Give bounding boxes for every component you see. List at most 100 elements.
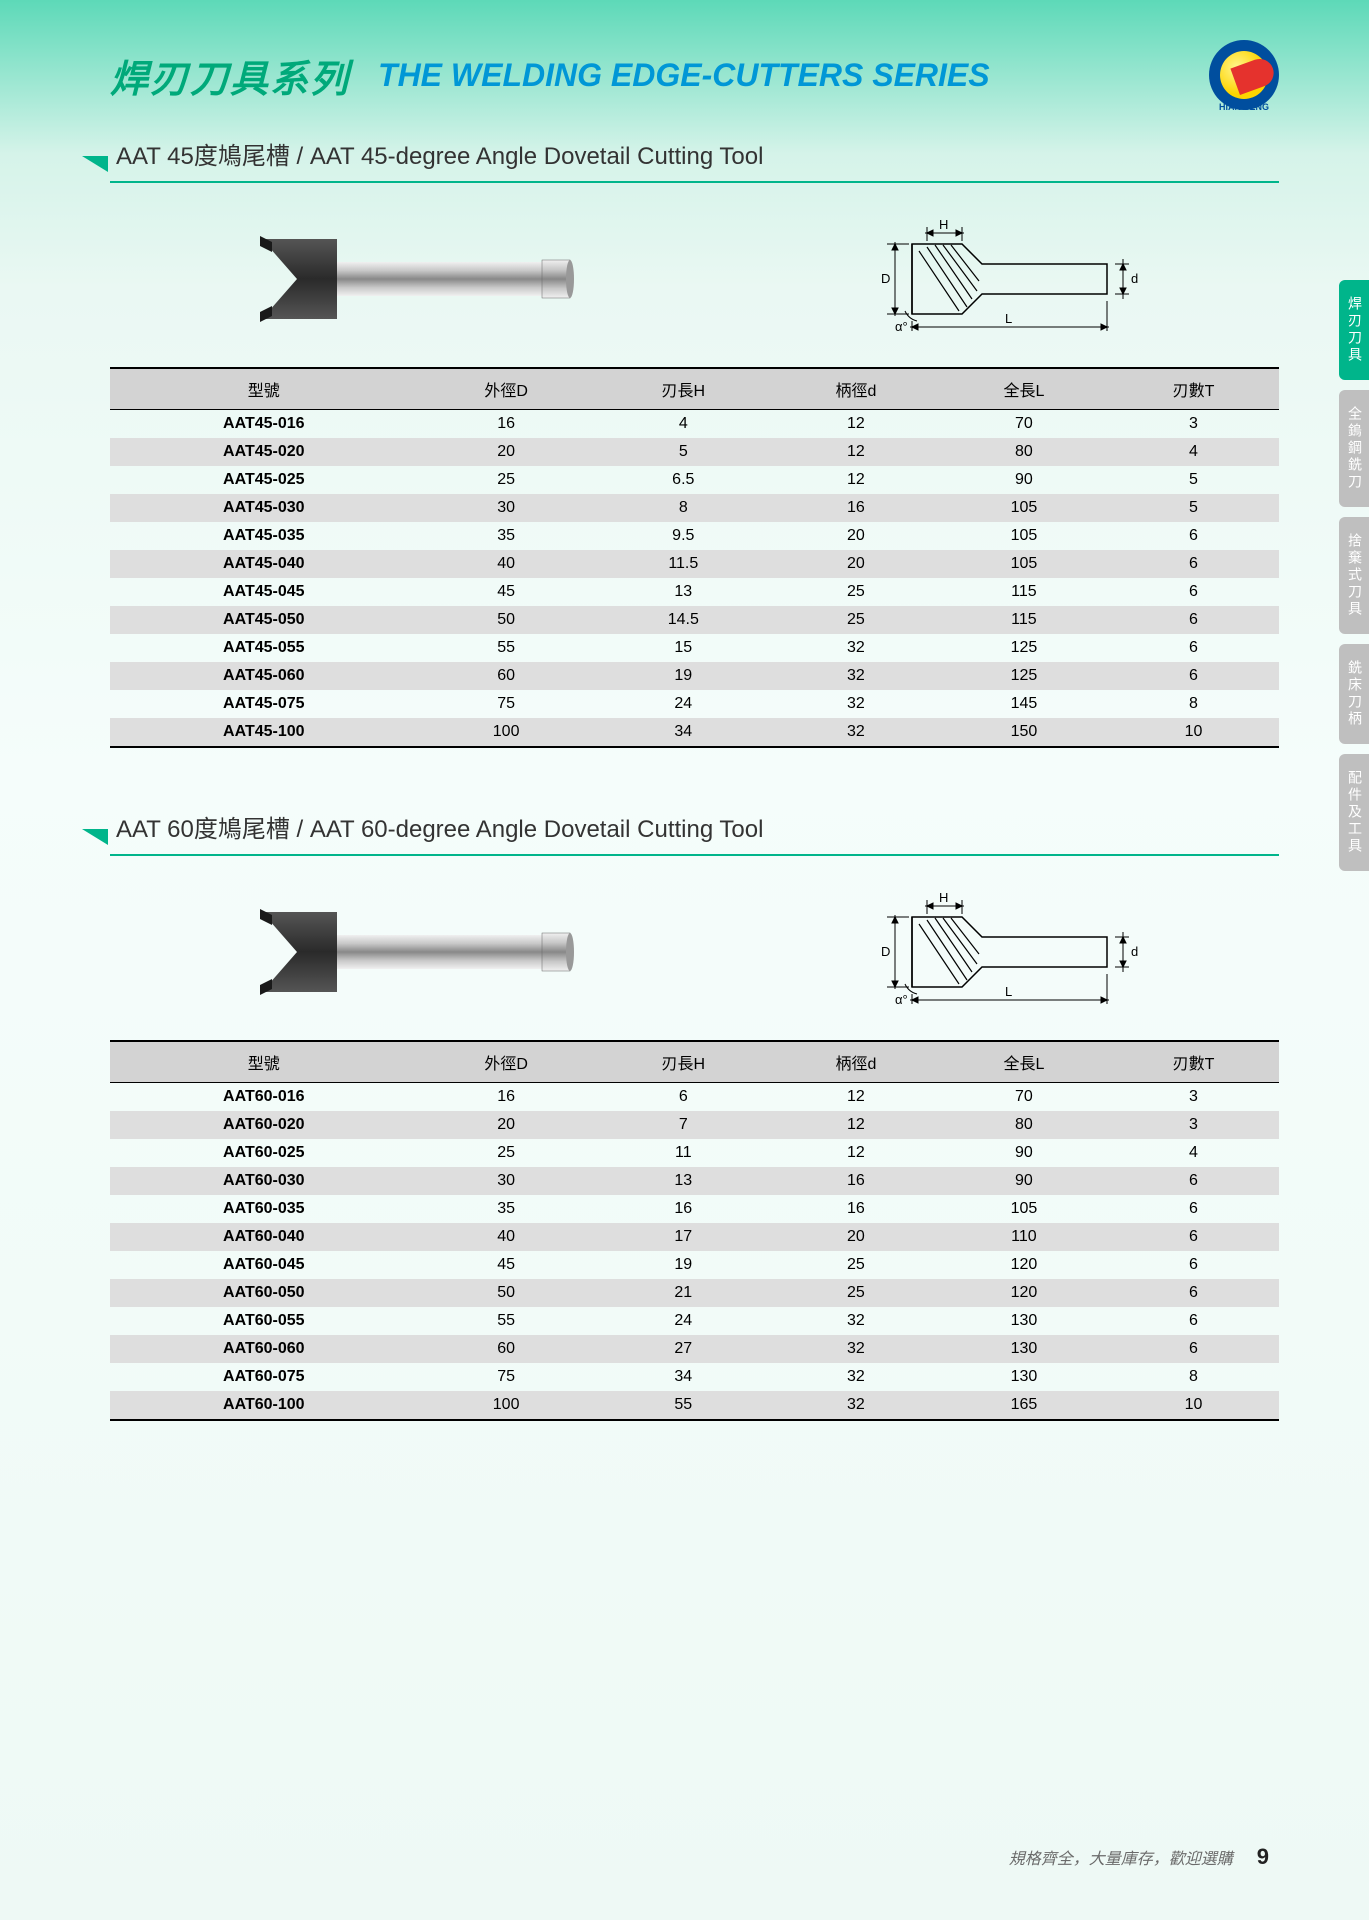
table-header: 型號 [110,368,418,410]
table-cell: 130 [940,1335,1108,1363]
table-cell: 12 [772,438,940,466]
svg-text:L: L [1005,984,1012,999]
spec-table: 型號外徑D刃長H柄徑d全長L刃數TAAT45-01616412703AAT45-… [110,367,1279,748]
table-cell: 45 [418,1251,595,1279]
table-cell: 17 [595,1223,772,1251]
table-cell: 75 [418,690,595,718]
table-row: AAT60-0454519251206 [110,1251,1279,1279]
figure-row: H D d L α° [110,201,1279,367]
table-row: AAT45-0555515321256 [110,634,1279,662]
table-cell: 8 [1108,690,1279,718]
table-cell: 9.5 [595,522,772,550]
table-cell: 16 [418,410,595,439]
table-cell: 35 [418,1195,595,1223]
table-cell: AAT60-020 [110,1111,418,1139]
table-row: AAT60-025251112904 [110,1139,1279,1167]
table-cell: AAT60-025 [110,1139,418,1167]
table-cell: AAT45-045 [110,578,418,606]
table-cell: 45 [418,578,595,606]
table-cell: 34 [595,1363,772,1391]
side-tab[interactable]: 全鎢鋼銑刀 [1339,390,1369,507]
footer-slogan: 規格齊全，大量庫存，歡迎選購 [1009,1845,1233,1869]
side-tab[interactable]: 銑床刀柄 [1339,644,1369,744]
side-tab[interactable]: 配件及工具 [1339,754,1369,871]
table-row: AAT45-035359.5201056 [110,522,1279,550]
table-row: AAT60-0606027321306 [110,1335,1279,1363]
table-cell: 8 [1108,1363,1279,1391]
table-cell: 5 [595,438,772,466]
product-section: AAT 60度鳩尾槽 / AAT 60-degree Angle Dovetai… [110,803,1279,1421]
table-row: AAT60-030301316906 [110,1167,1279,1195]
table-cell: 90 [940,466,1108,494]
table-cell: 13 [595,1167,772,1195]
table-cell: 25 [418,1139,595,1167]
table-cell: 30 [418,494,595,522]
table-cell: 125 [940,634,1108,662]
svg-text:d: d [1131,944,1138,959]
table-cell: 6 [1108,1223,1279,1251]
table-cell: 7 [595,1111,772,1139]
table-cell: 5 [1108,494,1279,522]
table-cell: 12 [772,1083,940,1112]
table-cell: 40 [418,1223,595,1251]
table-cell: 70 [940,410,1108,439]
table-row: AAT60-0353516161056 [110,1195,1279,1223]
table-cell: 6 [1108,1195,1279,1223]
table-header: 外徑D [418,368,595,410]
table-cell: 80 [940,1111,1108,1139]
table-row: AAT60-0555524321306 [110,1307,1279,1335]
table-header: 外徑D [418,1041,595,1083]
table-header: 全長L [940,1041,1108,1083]
table-cell: 125 [940,662,1108,690]
table-cell: 25 [418,466,595,494]
svg-text:α°: α° [895,319,908,334]
side-tab[interactable]: 捨棄式刀具 [1339,517,1369,634]
table-cell: 6 [1108,578,1279,606]
table-header: 刃長H [595,1041,772,1083]
table-cell: AAT45-016 [110,410,418,439]
table-header: 柄徑d [772,368,940,410]
table-row: AAT45-02020512804 [110,438,1279,466]
table-cell: 27 [595,1335,772,1363]
table-cell: AAT45-040 [110,550,418,578]
table-cell: AAT45-025 [110,466,418,494]
table-cell: 60 [418,1335,595,1363]
table-cell: 120 [940,1279,1108,1307]
table-row: AAT45-0606019321256 [110,662,1279,690]
table-row: AAT60-0404017201106 [110,1223,1279,1251]
title-english: THE WELDING EDGE-CUTTERS SERIES [378,57,990,94]
table-cell: 32 [772,1307,940,1335]
table-cell: 12 [772,1111,940,1139]
table-cell: 34 [595,718,772,747]
table-header: 刃數T [1108,1041,1279,1083]
table-cell: 6 [1108,1167,1279,1195]
table-cell: 130 [940,1363,1108,1391]
table-cell: 25 [772,578,940,606]
table-cell: 15 [595,634,772,662]
table-cell: 12 [772,1139,940,1167]
table-cell: 6 [1108,1279,1279,1307]
table-cell: AAT45-060 [110,662,418,690]
product-photo [242,897,602,1007]
table-cell: AAT45-020 [110,438,418,466]
table-header: 刃數T [1108,368,1279,410]
table-row: AAT45-01616412703 [110,410,1279,439]
table-cell: AAT45-075 [110,690,418,718]
table-cell: 6 [1108,634,1279,662]
table-cell: 12 [772,466,940,494]
table-cell: 3 [1108,410,1279,439]
company-logo: HIAN SENG [1209,40,1279,110]
table-cell: 3 [1108,1083,1279,1112]
side-tab[interactable]: 焊刃刀具 [1339,280,1369,380]
table-cell: 11.5 [595,550,772,578]
table-cell: 32 [772,662,940,690]
svg-text:α°: α° [895,992,908,1007]
section-title: AAT 45度鳩尾槽 / AAT 45-degree Angle Dovetai… [110,130,1279,183]
table-cell: 21 [595,1279,772,1307]
table-cell: AAT60-030 [110,1167,418,1195]
table-cell: 105 [940,522,1108,550]
table-cell: 12 [772,410,940,439]
table-cell: 10 [1108,1391,1279,1420]
table-cell: 105 [940,494,1108,522]
table-cell: 55 [595,1391,772,1420]
